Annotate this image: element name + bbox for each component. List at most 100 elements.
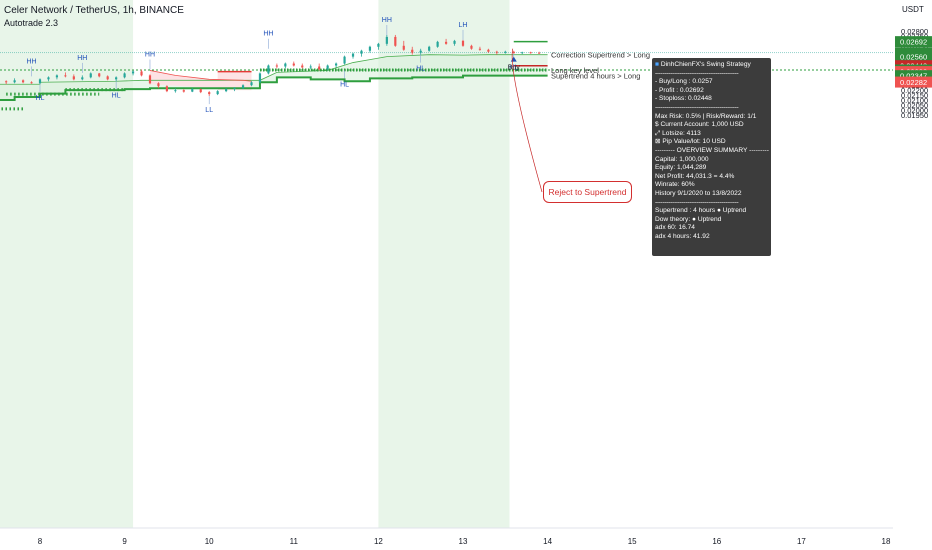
price-tag [895, 70, 932, 82]
info-line: Supertrend : 4 hours ● Uptrend [655, 207, 747, 215]
candle-body [292, 63, 295, 66]
price-tag-label: 0.02347 [900, 72, 927, 81]
candle-body [216, 91, 219, 95]
swing-label-hh: HH [263, 31, 273, 38]
x-tick-label: 13 [459, 537, 468, 546]
swing-label-hh: HH [145, 51, 155, 58]
info-line: Net Profit: 44,031.3 = 4.4% [655, 172, 735, 180]
candle-body [428, 46, 431, 51]
candle-body [199, 89, 202, 93]
swing-label-hl: HL [36, 95, 45, 102]
x-tick-label: 11 [290, 537, 299, 546]
y-tick-label: 0.02000 [901, 106, 928, 115]
info-line: Dow theory: ● Uptrend [655, 215, 722, 223]
candle-body [47, 77, 50, 80]
candle-body [267, 65, 270, 74]
candle-body [284, 63, 287, 67]
candle-body [368, 46, 372, 51]
info-line: Equity: 1,044,289 [655, 164, 707, 172]
buy-signal-label: Buy [508, 65, 521, 72]
candle-body [191, 89, 194, 92]
x-tick-label: 15 [628, 537, 637, 546]
candle-body [470, 45, 473, 49]
candle-body [436, 41, 439, 47]
swing-label-ll: LL [205, 107, 213, 114]
candle-body [21, 80, 25, 83]
candle-body [275, 65, 278, 67]
candle-body [512, 51, 515, 54]
candle-body [140, 71, 143, 76]
price-tag [895, 36, 932, 48]
swing-label-hh: HH [26, 58, 36, 65]
candle-body [326, 65, 329, 70]
candle-body [335, 63, 338, 66]
candle-body [394, 36, 397, 46]
x-tick-label: 14 [543, 537, 552, 546]
price-tag [895, 76, 932, 88]
info-line: - Buy/Long : 0.0257 [655, 78, 713, 86]
session-bg [378, 0, 510, 528]
candle-body [123, 73, 126, 78]
candle-body [225, 89, 228, 92]
candle-body [250, 82, 253, 86]
price-tag-label: 0.02692 [900, 38, 927, 47]
info-line: adx 60: 16.74 [655, 224, 695, 232]
price-tag-label: 0.02560 [900, 53, 927, 62]
candle-body [208, 92, 211, 95]
supertrend-4h-label: Supertrend 4 hours > Long [551, 72, 640, 81]
swing-label-lh: LH [459, 22, 468, 29]
info-line: $ Current Account: 1,000 USD [655, 121, 744, 129]
candle-body [115, 77, 118, 80]
candle-body [529, 52, 532, 54]
strategy-title: ■ DinhChienFX's Swing Strategy [655, 61, 768, 70]
candle-body [318, 66, 321, 70]
candle-body [148, 75, 152, 84]
candle-body [538, 52, 541, 54]
candle-body [402, 45, 405, 50]
candle-body [55, 75, 59, 78]
long-key-label: Long key level [551, 66, 599, 75]
info-line: - Profit : 0.02692 [655, 86, 704, 94]
reject-annotation: Reject to Supertrend [543, 181, 632, 203]
candle-body [106, 76, 109, 80]
candle-body [30, 82, 33, 84]
candle-body [233, 88, 236, 90]
info-line: Max Risk: 0.5% | Risk/Reward: 1/1 [655, 112, 757, 120]
candle-body [13, 80, 16, 83]
candle-body [5, 81, 8, 83]
info-line: Winrate: 60% [655, 181, 695, 189]
y-tick-label: 0.02800 [901, 27, 928, 36]
swing-label-hl: HL [112, 92, 121, 99]
overview-header: --------- OVERVIEW SUMMARY --------- [655, 146, 769, 154]
candle-body [521, 52, 524, 54]
candle-body [157, 83, 160, 87]
candle-body [461, 40, 465, 46]
price-tag-label: 0.02282 [900, 78, 927, 87]
separator-line: ----------------------------------------… [655, 69, 739, 77]
info-line: History 9/1/2020 to 13/8/2022 [655, 189, 742, 197]
candle-body [72, 76, 75, 80]
candle-body [182, 90, 185, 92]
x-tick-label: 12 [374, 537, 383, 546]
candle-body [98, 73, 101, 77]
candle-body [258, 73, 262, 83]
info-line: Capital: 1,000,000 [655, 155, 709, 163]
candle-body [487, 49, 490, 52]
supertrend-4h-line [0, 74, 548, 102]
currency-label: USDT [902, 5, 924, 14]
candle-body [478, 48, 482, 50]
y-tick-label: 0.02050 [901, 101, 928, 110]
swing-label-hh: HH [382, 17, 392, 24]
correction-supertrend-upper-line [149, 70, 252, 82]
x-tick-label: 9 [122, 537, 127, 546]
x-tick-label: 17 [797, 537, 806, 546]
candle-body [174, 90, 177, 92]
chart-title: Celer Network / TetherUS, 1h, BINANCE [4, 5, 184, 16]
y-tick-label: 0.02200 [901, 86, 928, 95]
candle-body [504, 51, 507, 53]
candle-body [241, 85, 245, 89]
correction-label: Correction Supertrend > Long [551, 51, 650, 60]
candle-body [411, 49, 414, 53]
candle-body [343, 56, 346, 64]
